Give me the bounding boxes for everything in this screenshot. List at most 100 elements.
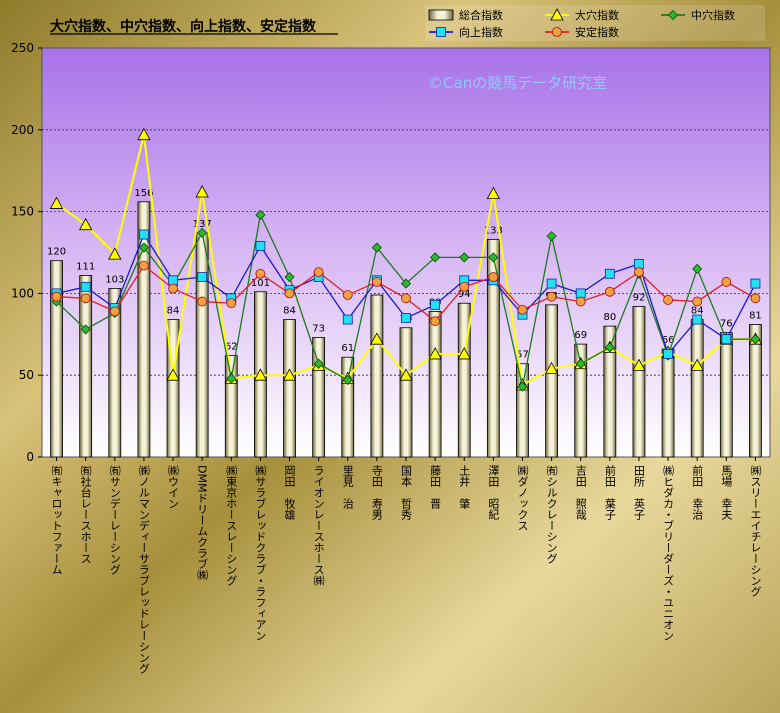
data-point xyxy=(430,316,441,327)
x-tick-label: 岡田 牧雄 xyxy=(283,465,296,520)
data-point xyxy=(197,296,208,307)
x-tick-label: DMMドリームクラブ㈱ xyxy=(196,465,209,580)
x-tick-label: 国本 哲秀 xyxy=(400,465,413,520)
legend-marker xyxy=(436,27,446,37)
x-tick-label: ライオンレースホース㈱ xyxy=(312,465,325,586)
bar-value-label: 73 xyxy=(312,324,325,335)
legend-label: 総合指数 xyxy=(459,8,503,22)
bar-value-label: 94 xyxy=(458,289,471,300)
y-tick-label: 150 xyxy=(11,205,34,219)
legend-label: 中穴指数 xyxy=(691,8,735,22)
x-tick-label: 土井 肇 xyxy=(458,465,471,510)
legend-label: 安定指数 xyxy=(575,25,619,39)
data-point xyxy=(342,314,353,325)
y-tick-label: 250 xyxy=(11,41,34,55)
data-point xyxy=(544,361,559,375)
data-point xyxy=(517,304,528,315)
data-point xyxy=(604,286,615,297)
data-point xyxy=(51,291,62,302)
data-point xyxy=(488,252,499,263)
data-point xyxy=(486,186,501,200)
bar-value-label: 84 xyxy=(691,306,704,317)
x-tick-label: 里見 治 xyxy=(341,465,354,510)
x-tick-label: 寺田 寿男 xyxy=(370,465,383,521)
bar-value-label: 81 xyxy=(749,310,762,321)
y-tick-label: 0 xyxy=(26,450,34,464)
data-point xyxy=(517,381,528,392)
data-point xyxy=(575,288,586,299)
data-point xyxy=(137,127,151,141)
bar xyxy=(224,355,238,458)
bar-series xyxy=(50,201,762,458)
bar xyxy=(195,232,209,458)
bar xyxy=(486,239,500,458)
data-point xyxy=(80,324,91,335)
legend-label: 大穴指数 xyxy=(575,8,619,22)
y-axis: 0 50 100 150 200 250 xyxy=(11,41,42,464)
bar-value-label: 156 xyxy=(134,188,153,199)
data-point xyxy=(692,296,703,307)
data-point xyxy=(282,368,297,381)
data-point xyxy=(313,267,324,278)
x-tick-label: ㈱ダノックス xyxy=(516,465,529,531)
data-point xyxy=(457,347,471,360)
data-point xyxy=(692,314,703,325)
data-point xyxy=(197,272,208,282)
x-tick-label: 田所 英子 xyxy=(632,465,645,520)
y-tick-label: 200 xyxy=(11,123,34,137)
data-point xyxy=(371,242,382,253)
y-tick-label: 100 xyxy=(11,286,34,300)
x-tick-label: 吉田 照哉 xyxy=(574,465,587,520)
bar-value-label: 84 xyxy=(167,306,180,317)
data-point xyxy=(401,313,411,323)
data-point xyxy=(371,277,382,287)
x-tick-label: ㈱ヒダカ・ブリーダーズ・ユニオン xyxy=(662,465,675,641)
x-tick-label: ㈱スリーエイチレーシング xyxy=(749,465,762,597)
x-axis: ㈲キャロットファーム ㈲社台レースホース ㈲サンデーレーシング ㈱ノルマンディーサラブ… xyxy=(50,457,762,674)
data-point xyxy=(255,241,266,251)
data-point xyxy=(284,271,295,283)
data-point xyxy=(546,231,557,242)
data-point xyxy=(79,217,93,231)
chart-title: 大穴指数、中穴指数、向上指数、安定指数 xyxy=(50,18,317,35)
data-point xyxy=(546,291,557,302)
data-point xyxy=(663,295,673,305)
bar xyxy=(516,363,529,458)
data-point xyxy=(634,259,644,269)
data-point xyxy=(459,281,470,292)
data-point xyxy=(604,342,615,353)
x-tick-label: ㈱ノルマンディーサラブレッドレーシング xyxy=(137,465,150,674)
data-point xyxy=(401,293,411,304)
data-point xyxy=(197,227,208,238)
legend-marker xyxy=(552,27,562,37)
bar xyxy=(690,319,704,458)
bar xyxy=(545,304,558,458)
x-tick-label: ㈱サラブレッドクラブ・ラフィアン xyxy=(254,465,267,641)
bar-value-label: 57 xyxy=(516,350,529,361)
bar-value-label: 120 xyxy=(47,247,66,258)
data-point xyxy=(370,332,384,345)
data-point xyxy=(168,283,178,294)
data-point xyxy=(284,288,295,299)
bar-value-label: 80 xyxy=(603,312,616,323)
data-point xyxy=(108,247,122,260)
bar-value-label: 111 xyxy=(76,261,95,272)
bar-value-label: 137 xyxy=(193,219,212,230)
bar-value-labels: 1201111031568413762101847361798994133579… xyxy=(47,188,762,361)
legend-item: 総合指数 xyxy=(428,8,503,22)
data-point xyxy=(575,358,586,369)
y-tick-label: 50 xyxy=(19,368,34,382)
data-point xyxy=(459,252,470,263)
x-tick-label: ㈱東京ホースレーシング xyxy=(225,465,238,586)
data-point xyxy=(692,263,703,274)
data-point xyxy=(400,278,412,289)
data-point xyxy=(80,281,91,292)
data-point xyxy=(195,185,209,198)
bar xyxy=(283,319,296,458)
bar-value-label: 92 xyxy=(633,292,646,303)
data-point xyxy=(488,272,499,282)
bar xyxy=(632,306,646,458)
data-point xyxy=(750,293,761,304)
x-tick-label: ㈲キャロットファーム xyxy=(50,465,63,575)
